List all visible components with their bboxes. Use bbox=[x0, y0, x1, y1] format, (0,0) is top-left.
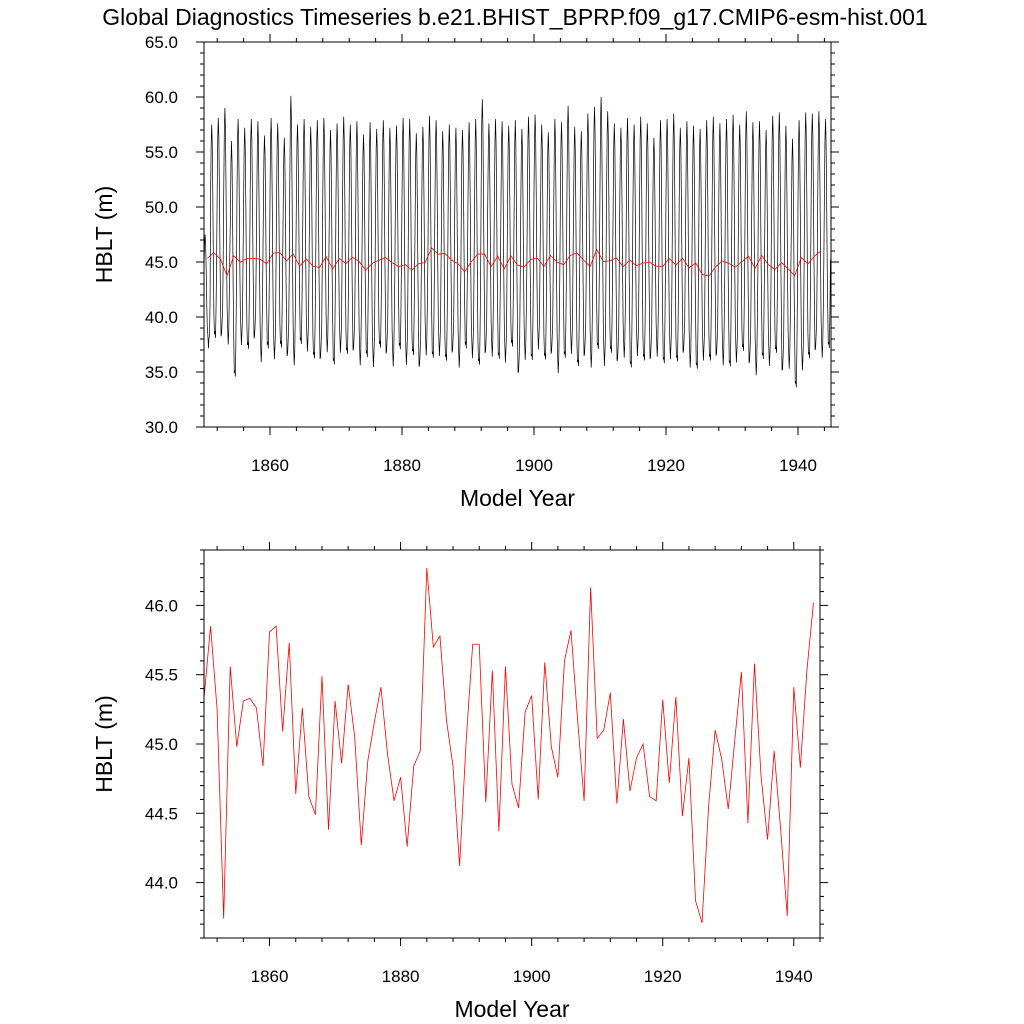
chart-top: 1860 1880 1900 1920 1940 30.0 35.0 40.0 45.0 50.0… bbox=[91, 33, 839, 511]
plot-frame bbox=[203, 549, 821, 939]
chart-bottom: 1860 1880 1900 1920 1940 44.0 44.5 45.0 45.5 46.0… bbox=[91, 542, 828, 1022]
y-tick-label: 65.0 bbox=[145, 33, 178, 52]
y-tick-label: 45.5 bbox=[145, 666, 178, 685]
y-tick-label: 44.5 bbox=[145, 804, 178, 823]
monthly-series-line bbox=[204, 95, 831, 388]
page-title: Global Diagnostics Timeseries b.e21.BHIS… bbox=[102, 4, 927, 30]
x-tick-label: 1940 bbox=[779, 456, 817, 475]
series-group bbox=[204, 95, 831, 388]
y-tick-label: 44.0 bbox=[145, 874, 178, 893]
x-tick-label: 1940 bbox=[775, 967, 813, 986]
y-tick-label: 40.0 bbox=[145, 308, 178, 327]
x-tick-label: 1920 bbox=[647, 456, 685, 475]
plot-frame bbox=[203, 41, 832, 428]
annual-mean-series-line bbox=[204, 567, 814, 923]
y-tick-label: 60.0 bbox=[145, 88, 178, 107]
annual-mean-series-line bbox=[207, 247, 822, 278]
y-tick-label: 45.0 bbox=[145, 253, 178, 272]
y-tick-label: 46.0 bbox=[145, 596, 178, 615]
y-tick-label: 50.0 bbox=[145, 198, 178, 217]
y-tick-label: 55.0 bbox=[145, 143, 178, 162]
y-tick-label: 35.0 bbox=[145, 363, 178, 382]
x-axis-label: Model Year bbox=[454, 996, 569, 1022]
x-tick-label: 1900 bbox=[515, 456, 553, 475]
x-tick-label: 1880 bbox=[383, 456, 421, 475]
x-tick-label: 1920 bbox=[644, 967, 682, 986]
y-axis-label: HBLT (m) bbox=[91, 186, 117, 284]
x-tick-label: 1860 bbox=[251, 967, 289, 986]
x-axis-label: Model Year bbox=[460, 485, 575, 511]
x-tick-label: 1860 bbox=[251, 456, 289, 475]
series-group bbox=[204, 567, 814, 923]
y-axis-label: HBLT (m) bbox=[91, 695, 117, 793]
y-tick-label: 45.0 bbox=[145, 735, 178, 754]
y-tick-label: 30.0 bbox=[145, 418, 178, 437]
x-tick-label: 1900 bbox=[513, 967, 551, 986]
x-tick-label: 1880 bbox=[382, 967, 420, 986]
